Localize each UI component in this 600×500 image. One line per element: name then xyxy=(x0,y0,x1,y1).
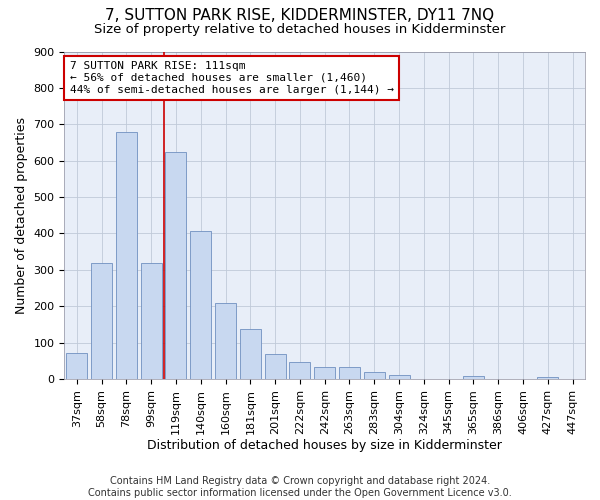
Bar xyxy=(289,362,310,379)
Bar xyxy=(314,367,335,379)
Text: 7 SUTTON PARK RISE: 111sqm
← 56% of detached houses are smaller (1,460)
44% of s: 7 SUTTON PARK RISE: 111sqm ← 56% of deta… xyxy=(70,62,394,94)
Bar xyxy=(166,152,187,379)
Bar xyxy=(463,376,484,379)
X-axis label: Distribution of detached houses by size in Kidderminster: Distribution of detached houses by size … xyxy=(147,440,502,452)
Bar xyxy=(91,264,112,379)
Bar xyxy=(66,353,88,379)
Text: Size of property relative to detached houses in Kidderminster: Size of property relative to detached ho… xyxy=(94,22,506,36)
Bar xyxy=(140,262,162,379)
Bar xyxy=(240,329,261,379)
Text: Contains HM Land Registry data © Crown copyright and database right 2024.
Contai: Contains HM Land Registry data © Crown c… xyxy=(88,476,512,498)
Y-axis label: Number of detached properties: Number of detached properties xyxy=(15,117,28,314)
Bar xyxy=(190,230,211,379)
Bar xyxy=(339,367,360,379)
Text: 7, SUTTON PARK RISE, KIDDERMINSTER, DY11 7NQ: 7, SUTTON PARK RISE, KIDDERMINSTER, DY11… xyxy=(106,8,494,22)
Bar xyxy=(389,376,410,379)
Bar xyxy=(537,376,559,379)
Bar xyxy=(116,132,137,379)
Bar xyxy=(215,302,236,379)
Bar xyxy=(364,372,385,379)
Bar xyxy=(265,354,286,379)
